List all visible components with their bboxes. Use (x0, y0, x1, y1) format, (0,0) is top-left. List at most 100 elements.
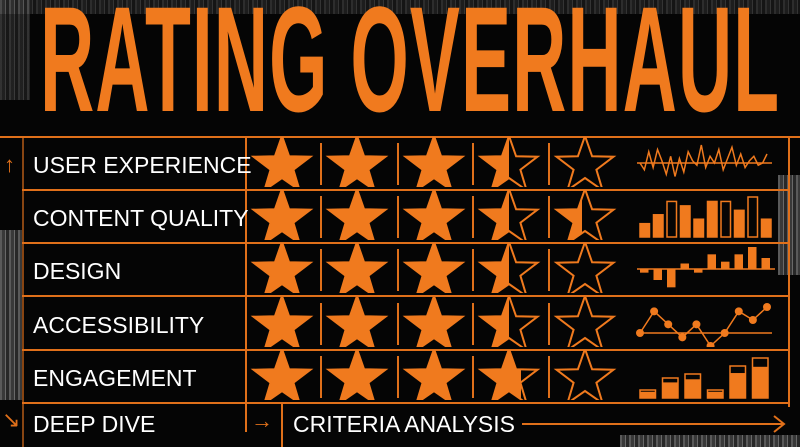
row-divider (22, 242, 788, 244)
star-full-icon (250, 137, 314, 187)
data-point (678, 333, 687, 342)
star-full-icon (325, 137, 389, 187)
arrow-up-icon: ↑ (4, 152, 15, 177)
criteria-label: USER EXPERIENCE (33, 152, 252, 178)
long-arrow-right-icon (522, 415, 786, 433)
divider (788, 137, 790, 407)
star-full-icon (402, 297, 466, 347)
cell-divider (548, 356, 550, 398)
star-full-icon (250, 190, 314, 240)
series-line (639, 306, 768, 347)
bar-fill (752, 366, 768, 398)
cell-divider (548, 303, 550, 345)
star-full-icon (402, 137, 466, 187)
grunge-texture (0, 0, 800, 14)
data-point (763, 303, 771, 311)
star-partial-icon (477, 350, 541, 400)
series-line (639, 144, 768, 177)
data-point (650, 307, 659, 316)
star-partial-icon (477, 243, 541, 293)
grunge-texture (620, 435, 800, 447)
cell-divider (397, 143, 399, 185)
row-divider (22, 189, 788, 191)
criteria-label: ACCESSIBILITY (33, 312, 205, 338)
divider (245, 137, 247, 432)
bar (706, 200, 718, 238)
divider (22, 137, 24, 447)
star-full-icon (402, 190, 466, 240)
row-divider (22, 349, 788, 351)
star-empty-icon (553, 297, 617, 347)
cell-divider (548, 143, 550, 185)
star-full-icon (325, 350, 389, 400)
divider (281, 403, 283, 447)
cell-divider (472, 143, 474, 185)
grunge-texture (0, 0, 30, 100)
data-point (692, 320, 701, 329)
cell-divider (472, 303, 474, 345)
star-full-icon (402, 350, 466, 400)
grunge-texture (0, 230, 22, 400)
page-title: RATING OVERHAUL (40, 0, 781, 143)
cell-divider (320, 143, 322, 185)
bar (760, 218, 772, 238)
cell-divider (397, 249, 399, 291)
cell-divider (320, 303, 322, 345)
bar (652, 214, 664, 238)
sparkline-line (637, 144, 772, 177)
cell-divider (472, 249, 474, 291)
bar (679, 205, 691, 238)
bar (720, 200, 732, 238)
footer-criteria-analysis[interactable]: CRITERIA ANALYSIS (293, 411, 515, 437)
bar (639, 222, 651, 238)
cell-divider (397, 356, 399, 398)
star-full-icon (250, 243, 314, 293)
data-point (706, 342, 715, 347)
star-partial-icon (553, 190, 617, 240)
bar (694, 269, 703, 273)
star-full-icon (250, 297, 314, 347)
bar (640, 269, 649, 273)
bar (707, 254, 716, 269)
star-partial-icon (477, 137, 541, 187)
bar (747, 196, 759, 238)
bar (680, 263, 689, 269)
bar (693, 218, 705, 238)
row-divider (22, 295, 788, 297)
bar (653, 269, 662, 280)
cell-divider (548, 249, 550, 291)
star-full-icon (402, 243, 466, 293)
data-point (664, 320, 673, 329)
star-empty-icon (553, 350, 617, 400)
sparkline-line-dots (636, 303, 772, 347)
bar-fill (640, 391, 656, 398)
cell-divider (472, 196, 474, 238)
cell-divider (320, 249, 322, 291)
cell-divider (320, 196, 322, 238)
bar (667, 269, 676, 288)
star-full-icon (325, 297, 389, 347)
sparkline-stacked-bar (639, 357, 769, 399)
arrow-down-right-icon: ↘ (2, 407, 21, 432)
cell-divider (548, 196, 550, 238)
criteria-label: ENGAGEMENT (33, 365, 197, 391)
bar (734, 254, 743, 269)
bar-fill (707, 391, 723, 398)
star-full-icon (325, 190, 389, 240)
star-partial-icon (477, 190, 541, 240)
data-point (748, 316, 757, 324)
row-divider (22, 402, 788, 404)
bar-fill (685, 379, 701, 398)
bar-fill (662, 382, 678, 398)
bar (666, 200, 678, 238)
divider (0, 136, 800, 138)
footer-deep-dive[interactable]: DEEP DIVE (33, 411, 156, 437)
bar (733, 209, 745, 238)
cell-divider (397, 196, 399, 238)
bar-fill (730, 373, 746, 398)
data-point (636, 329, 644, 337)
sparkline-bar-signed (637, 247, 775, 288)
bar (748, 247, 757, 269)
sparkline-bar (639, 196, 772, 238)
